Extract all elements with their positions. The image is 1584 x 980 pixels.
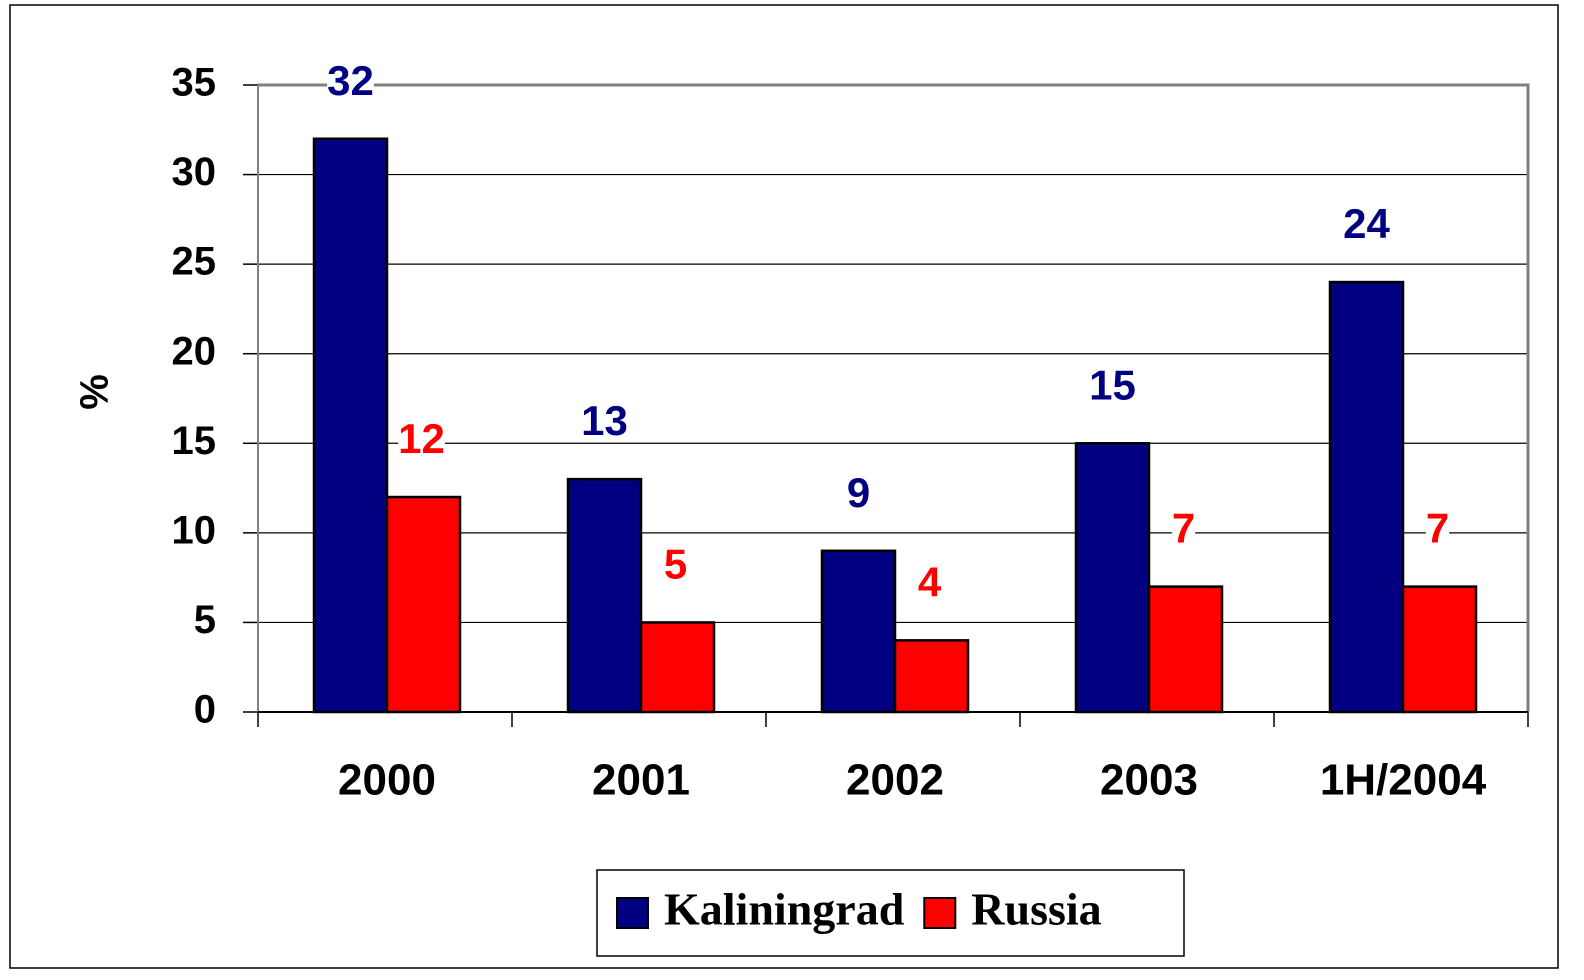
value-label: 24 — [1343, 200, 1390, 247]
value-label: 5 — [664, 541, 687, 588]
value-label-bg — [1171, 508, 1196, 548]
y-axis-label: % — [73, 374, 117, 410]
bar — [820, 549, 897, 714]
value-label-bg — [327, 60, 374, 100]
y-tick-label: 25 — [172, 240, 217, 284]
bar — [566, 477, 643, 714]
value-label: 9 — [847, 469, 870, 516]
x-tick-label: 2001 — [592, 756, 690, 805]
value-label-bg — [1343, 204, 1391, 244]
legend-label: Russia — [971, 884, 1101, 935]
legend-swatch — [923, 897, 957, 929]
frame — [9, 4, 1559, 969]
legend-label: Kaliningrad — [664, 884, 905, 935]
y-tick-label: 20 — [172, 329, 217, 373]
value-label-group: 7 — [1171, 505, 1196, 552]
value-label-group: 5 — [663, 541, 688, 588]
value-label-bg — [1425, 508, 1450, 548]
plot-border — [258, 83, 1530, 712]
legend-swatch — [616, 897, 649, 929]
bar — [639, 621, 716, 714]
bar — [312, 137, 389, 714]
value-label-bg — [398, 419, 445, 459]
value-label: 7 — [1172, 505, 1195, 552]
x-tick-label: 2002 — [846, 756, 944, 805]
bar — [1401, 585, 1478, 714]
y-tick-label: 15 — [172, 419, 217, 463]
value-label-group: 15 — [1089, 361, 1136, 408]
value-label-bg — [917, 562, 942, 602]
value-label-group: 4 — [917, 558, 942, 605]
value-label-bg — [846, 472, 871, 512]
x-tick-label: 2000 — [338, 756, 436, 805]
x-tick-label: 1H/2004 — [1320, 756, 1487, 805]
bar — [1147, 585, 1224, 714]
value-label-group: 13 — [581, 397, 628, 444]
value-label-bg — [663, 544, 688, 584]
value-label-group: 7 — [1425, 505, 1450, 552]
value-label: 4 — [918, 558, 942, 605]
value-label: 13 — [581, 397, 628, 444]
value-label-bg — [581, 401, 628, 441]
y-tick-label: 10 — [172, 508, 217, 552]
legend-box — [596, 869, 1185, 957]
y-tick-label: 35 — [172, 61, 217, 105]
y-tick-label: 30 — [172, 150, 217, 194]
value-label: 7 — [1426, 505, 1449, 552]
value-label-group: 32 — [327, 57, 374, 104]
bar — [893, 639, 970, 714]
bar — [1074, 442, 1151, 714]
x-tick-label: 2003 — [1100, 756, 1198, 805]
value-label-group: 9 — [846, 469, 871, 516]
value-label-group: 12 — [398, 415, 445, 462]
y-tick-label: 0 — [194, 688, 216, 732]
value-label: 12 — [398, 415, 445, 462]
y-tick-label: 5 — [194, 598, 216, 642]
bar — [1328, 280, 1405, 714]
value-label-group: 24 — [1343, 200, 1391, 247]
value-label-bg — [1089, 365, 1136, 405]
value-label: 15 — [1089, 361, 1136, 408]
bar — [385, 495, 462, 714]
value-label: 32 — [327, 57, 374, 104]
